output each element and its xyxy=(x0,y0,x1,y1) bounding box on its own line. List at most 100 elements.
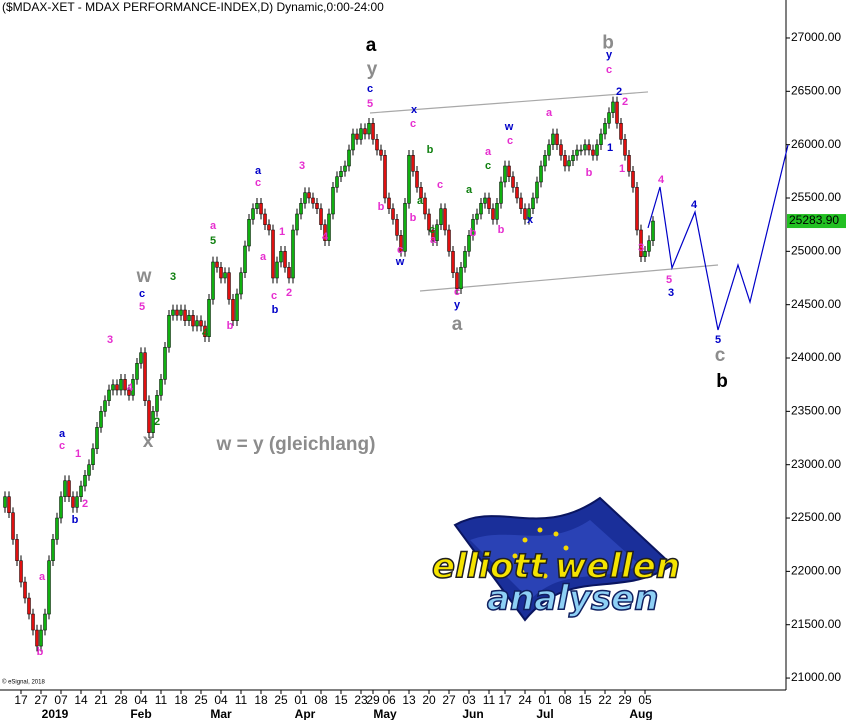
candle-body xyxy=(515,187,519,199)
x-tick-label: 11 xyxy=(155,693,168,707)
x-tick-label: 01 xyxy=(294,693,308,707)
candle-body xyxy=(95,427,99,449)
wave-label: 2 xyxy=(82,498,88,510)
candle-body xyxy=(55,517,59,540)
candle-body xyxy=(143,352,147,401)
candle-body xyxy=(355,133,359,140)
candle-body xyxy=(51,539,55,561)
candle-body xyxy=(551,133,555,145)
candle-body xyxy=(15,539,19,561)
wave-label: 5 xyxy=(715,334,721,346)
candle-body xyxy=(215,261,219,268)
candle-body xyxy=(619,123,623,140)
wave-label: b xyxy=(586,167,593,179)
candle-body xyxy=(199,320,203,327)
candle-body xyxy=(411,155,415,172)
y-tick-label: 25500.00 xyxy=(791,190,841,204)
candle-body xyxy=(259,203,263,215)
candle-body xyxy=(643,251,647,257)
wave-label: c xyxy=(507,135,513,147)
wave-label: w xyxy=(504,121,514,133)
candle-body xyxy=(167,315,171,348)
x-tick-label: 18 xyxy=(254,693,268,707)
x-tick-label: 03 xyxy=(462,693,476,707)
candle-body xyxy=(503,165,507,183)
x-tick-label: 11 xyxy=(235,693,248,707)
candle-body xyxy=(467,235,471,252)
x-tick-label: 17 xyxy=(14,693,28,707)
candle-body xyxy=(223,272,227,279)
wave-label: c xyxy=(255,177,261,189)
candle-body xyxy=(443,208,447,231)
wave-label: a xyxy=(485,146,492,158)
candle-body xyxy=(539,165,543,183)
x-tick-label: 17 xyxy=(498,693,512,707)
candle-body xyxy=(511,176,515,188)
x-tick-label: 08 xyxy=(314,693,328,707)
wave-label: 5 xyxy=(210,235,216,247)
x-tick-label: 18 xyxy=(174,693,188,707)
candle-body xyxy=(611,101,615,113)
candle-body xyxy=(451,251,455,273)
candle-body xyxy=(427,213,431,231)
wave-label: c xyxy=(485,160,491,172)
y-tick-label: 25000.00 xyxy=(791,244,841,258)
candle-body xyxy=(59,496,63,519)
candle-body xyxy=(575,149,579,156)
candle-body xyxy=(231,299,235,321)
candle-body xyxy=(459,267,463,289)
candle-body xyxy=(115,384,119,391)
wave-label: b xyxy=(227,320,234,332)
candle-body xyxy=(363,128,367,135)
candle-body xyxy=(279,251,283,263)
wave-label: 5 xyxy=(367,98,373,110)
candle-body xyxy=(387,197,391,209)
chart-title: ($MDAX-XET - MDAX PERFORMANCE-INDEX,D) D… xyxy=(2,0,384,14)
x-tick-label: 04 xyxy=(134,693,148,707)
candle-body xyxy=(583,144,587,151)
wave-label: 4 xyxy=(322,231,329,243)
candle-body xyxy=(423,197,427,215)
candle-body xyxy=(75,496,79,508)
wave-label: w xyxy=(136,266,152,287)
y-tick-label: 27000.00 xyxy=(791,30,841,44)
wave-label: 1 xyxy=(279,226,285,238)
candle-body xyxy=(471,219,475,236)
candle-body xyxy=(371,123,375,140)
month-label: 2019 xyxy=(42,707,69,720)
y-tick-label: 22500.00 xyxy=(791,510,841,524)
y-tick-label: 24000.00 xyxy=(791,350,841,364)
wave-label: b xyxy=(602,32,614,53)
candle-body xyxy=(211,261,215,300)
candle-body xyxy=(295,213,299,231)
x-tick-label: 08 xyxy=(558,693,572,707)
wave-label: c xyxy=(271,290,277,302)
x-tick-label: 27 xyxy=(442,693,456,707)
candle-body xyxy=(179,309,183,316)
candle-body xyxy=(415,171,419,188)
candle-body xyxy=(255,203,259,209)
candle-body xyxy=(495,203,499,220)
wave-label: c xyxy=(139,288,145,300)
candle-body xyxy=(567,160,571,167)
candle-body xyxy=(127,389,131,396)
month-label: Mar xyxy=(210,707,232,720)
wave-label: w = y (gleichlang) xyxy=(216,434,376,455)
y-tick-label: 23000.00 xyxy=(791,457,841,471)
wave-label: a xyxy=(417,195,424,207)
candle-body xyxy=(103,400,107,412)
candle-body xyxy=(479,203,483,215)
wave-label: a xyxy=(466,184,473,196)
logo-flag-shade xyxy=(470,520,640,600)
candle-body xyxy=(27,597,31,615)
candle-body xyxy=(111,384,115,391)
candle-body xyxy=(447,229,451,252)
x-tick-label: 21 xyxy=(94,693,108,707)
candle-body xyxy=(135,363,139,380)
wave-label: b xyxy=(470,227,477,239)
candle-body xyxy=(119,379,123,391)
candle-body xyxy=(359,128,363,140)
candle-body xyxy=(267,224,271,231)
candle-body xyxy=(147,400,151,433)
candle-body xyxy=(407,155,411,204)
